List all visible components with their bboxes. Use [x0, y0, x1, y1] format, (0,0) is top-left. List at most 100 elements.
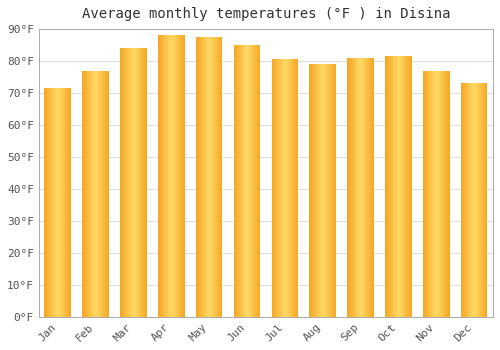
Bar — [99, 71, 100, 317]
Bar — [403, 56, 404, 317]
Bar — [125, 48, 126, 317]
Bar — [94, 71, 95, 317]
Bar — [56, 88, 57, 317]
Bar — [275, 60, 276, 317]
Bar — [221, 37, 222, 317]
Bar — [312, 64, 313, 317]
Bar — [483, 83, 484, 317]
Bar — [389, 56, 390, 317]
Bar — [259, 45, 260, 317]
Bar — [402, 56, 403, 317]
Bar — [176, 35, 177, 317]
Bar — [219, 37, 220, 317]
Bar — [51, 88, 52, 317]
Bar — [277, 60, 278, 317]
Bar — [212, 37, 213, 317]
Bar — [96, 71, 97, 317]
Bar — [311, 64, 312, 317]
Bar — [68, 88, 69, 317]
Bar — [180, 35, 181, 317]
Bar — [103, 71, 104, 317]
Bar — [351, 58, 352, 317]
Bar — [333, 64, 334, 317]
Bar — [431, 71, 432, 317]
Bar — [399, 56, 400, 317]
Bar — [108, 71, 109, 317]
Bar — [435, 71, 436, 317]
Bar — [128, 48, 129, 317]
Bar — [363, 58, 364, 317]
Bar — [426, 71, 428, 317]
Bar — [463, 83, 464, 317]
Bar — [400, 56, 401, 317]
Bar — [468, 83, 469, 317]
Bar — [479, 83, 480, 317]
Bar — [282, 60, 284, 317]
Bar — [177, 35, 178, 317]
Bar — [201, 37, 202, 317]
Bar — [429, 71, 430, 317]
Bar — [208, 37, 209, 317]
Bar — [64, 88, 65, 317]
Bar — [369, 58, 370, 317]
Bar — [171, 35, 172, 317]
Bar — [482, 83, 483, 317]
Bar — [95, 71, 96, 317]
Bar — [287, 60, 288, 317]
Bar — [161, 35, 162, 317]
Bar — [206, 37, 207, 317]
Bar — [240, 45, 241, 317]
Bar — [476, 83, 477, 317]
Bar — [163, 35, 164, 317]
Bar — [82, 71, 83, 317]
Bar — [246, 45, 247, 317]
Bar — [100, 71, 101, 317]
Bar — [294, 60, 295, 317]
Bar — [145, 48, 146, 317]
Bar — [253, 45, 254, 317]
Bar — [394, 56, 395, 317]
Bar — [88, 71, 89, 317]
Bar — [405, 56, 406, 317]
Bar — [247, 45, 248, 317]
Bar — [484, 83, 486, 317]
Bar — [91, 71, 92, 317]
Bar — [319, 64, 320, 317]
Bar — [461, 83, 462, 317]
Bar — [167, 35, 168, 317]
Bar — [335, 64, 336, 317]
Bar — [46, 88, 47, 317]
Bar — [138, 48, 140, 317]
Bar — [404, 56, 405, 317]
Bar — [334, 64, 335, 317]
Bar — [183, 35, 184, 317]
Bar — [236, 45, 237, 317]
Bar — [406, 56, 407, 317]
Bar — [472, 83, 473, 317]
Bar — [398, 56, 399, 317]
Bar — [366, 58, 367, 317]
Bar — [166, 35, 167, 317]
Bar — [424, 71, 425, 317]
Bar — [467, 83, 468, 317]
Bar — [387, 56, 388, 317]
Bar — [390, 56, 391, 317]
Bar — [310, 64, 311, 317]
Bar — [243, 45, 244, 317]
Bar — [89, 71, 90, 317]
Bar — [164, 35, 165, 317]
Bar — [273, 60, 274, 317]
Bar — [178, 35, 179, 317]
Bar — [92, 71, 93, 317]
Bar — [425, 71, 426, 317]
Bar — [316, 64, 317, 317]
Bar — [93, 71, 94, 317]
Bar — [473, 83, 474, 317]
Bar — [373, 58, 374, 317]
Bar — [325, 64, 326, 317]
Bar — [160, 35, 161, 317]
Bar — [274, 60, 275, 317]
Bar — [409, 56, 410, 317]
Bar — [244, 45, 245, 317]
Bar — [443, 71, 444, 317]
